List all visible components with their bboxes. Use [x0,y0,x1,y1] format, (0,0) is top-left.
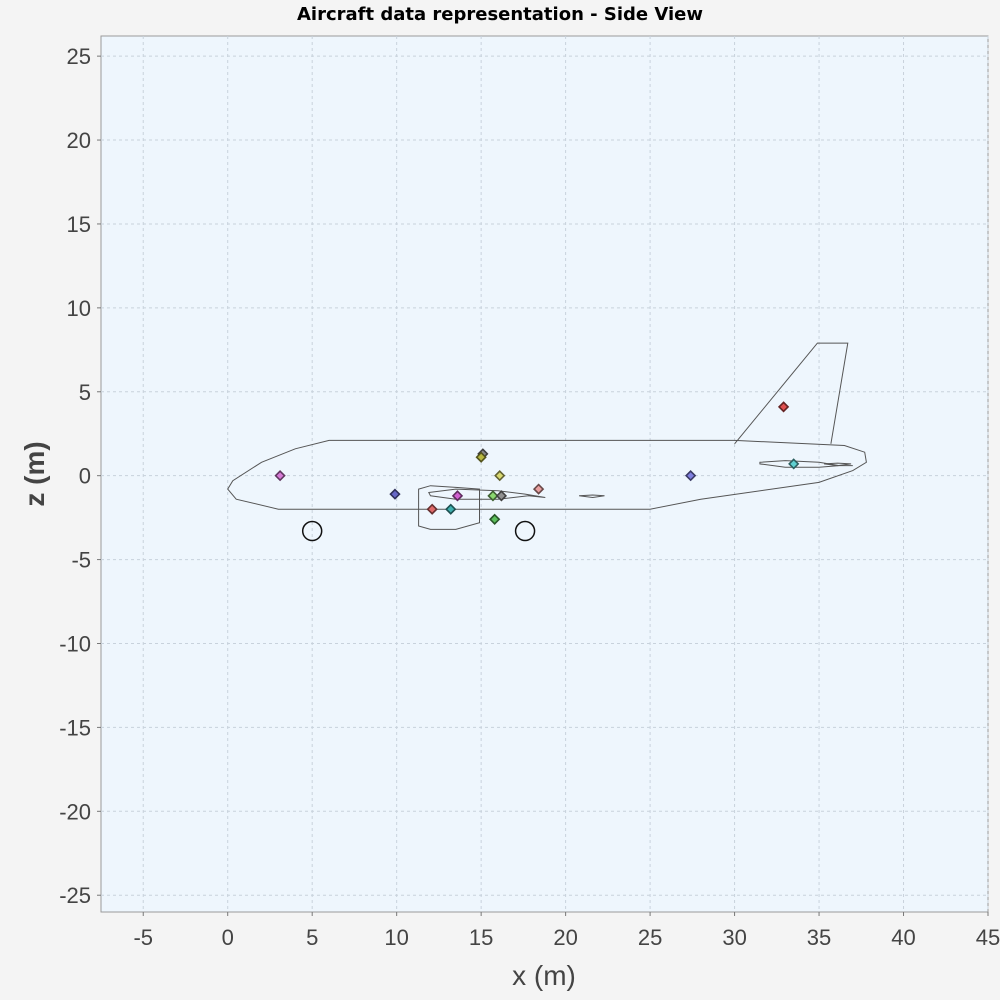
data-point [445,503,457,515]
y-tick-label: 5 [79,380,91,405]
y-tick-label: 25 [67,44,91,69]
fuselage-outline [227,439,867,510]
horizontal-tail-outline [759,460,853,468]
y-tick-label: 20 [67,128,91,153]
y-tick-label: -5 [71,548,91,573]
x-tick-label: 45 [976,925,1000,950]
grid [101,36,989,912]
y-tick-label: 0 [79,464,91,489]
x-tick-label: 20 [553,925,577,950]
x-tick-label: 15 [469,925,493,950]
chart-title: Aircraft data representation - Side View [297,4,703,25]
y-tick-label: 10 [67,296,91,321]
x-tick-label: 25 [638,925,662,950]
data-points [274,401,800,525]
x-tick-label: -5 [133,925,153,950]
data-point [777,401,790,413]
data-point [685,470,697,482]
y-axis-ticks: 25 20 15 10 5 0 -5 -10 -15 -20 -25 [59,44,101,908]
x-tick-label: 10 [384,925,408,950]
data-point [532,483,545,495]
x-axis-label: x (m) [512,960,576,991]
x-tick-label: 35 [807,925,831,950]
horizontal-tail-tip-outline [824,462,852,467]
data-point [487,490,499,502]
x-tick-label: 30 [722,925,746,950]
data-point [451,490,464,502]
y-tick-label: -20 [59,799,91,824]
data-point [494,470,506,482]
x-tick-label: 5 [306,925,318,950]
vertical-tail-outline [734,342,849,445]
plot-area [100,35,989,913]
data-point [389,488,401,500]
x-tick-label: 40 [891,925,915,950]
front-wheel [301,520,323,542]
y-tick-label: -10 [59,631,91,656]
aircraft-outline [227,342,867,530]
x-axis-ticks: -5 0 5 10 15 20 25 30 35 40 45 [133,912,1000,950]
data-point [495,490,508,502]
engine-outline [418,485,480,530]
data-point [475,451,487,463]
data-point [426,503,438,515]
data-point [274,470,286,482]
y-axis-label: z (m) [19,441,50,506]
rear-wheel [514,520,536,542]
y-tick-label: -25 [59,883,91,908]
x-tick-label: 0 [222,925,234,950]
data-point [788,458,800,470]
y-tick-label: -15 [59,715,91,740]
landing-gear [301,520,536,542]
data-point [489,513,501,525]
y-tick-label: 15 [67,212,91,237]
canard-outline [579,494,605,499]
wing-outline [428,488,546,500]
